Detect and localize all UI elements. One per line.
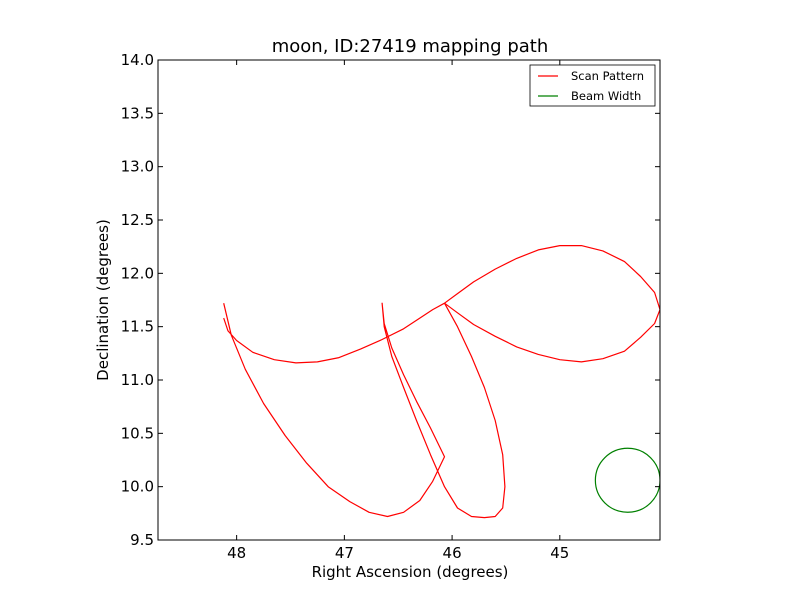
y-tick-label: 13.5 [121,104,154,122]
y-tick-label: 12.5 [121,211,154,229]
legend-label-beam-width: Beam Width [571,89,641,103]
y-tick-label: 11.0 [121,371,154,389]
y-tick-label: 11.5 [121,318,154,336]
y-axis-label: Declination (degrees) [94,219,112,381]
x-tick-label: 45 [550,544,569,562]
series-beam-width [594,447,660,513]
x-tick-label: 46 [443,544,462,562]
y-tick-label: 10.5 [121,424,154,442]
legend-label-scan-pattern: Scan Pattern [571,69,644,83]
x-tick-label: 47 [335,544,354,562]
y-tick-label: 14.0 [121,51,154,69]
y-tick-label: 9.5 [130,531,154,549]
series-scan-pattern [223,245,660,519]
x-axis-label: Right Ascension (degrees) [312,563,509,581]
legend: Scan Pattern Beam Width [529,64,656,107]
x-axis-ticks: 48 47 46 45 [227,60,569,562]
y-tick-label: 12.0 [121,264,154,282]
y-axis-ticks: 9.5 10.0 10.5 11.0 11.5 12.0 12.5 13.0 13.5 14.0 [121,51,660,549]
y-tick-label: 13.0 [121,158,154,176]
x-tick-label: 48 [227,544,246,562]
y-tick-label: 10.0 [121,478,154,496]
plot-frame [157,59,661,541]
legend-box [529,64,656,107]
chart-title: moon, ID:27419 mapping path [272,36,549,57]
